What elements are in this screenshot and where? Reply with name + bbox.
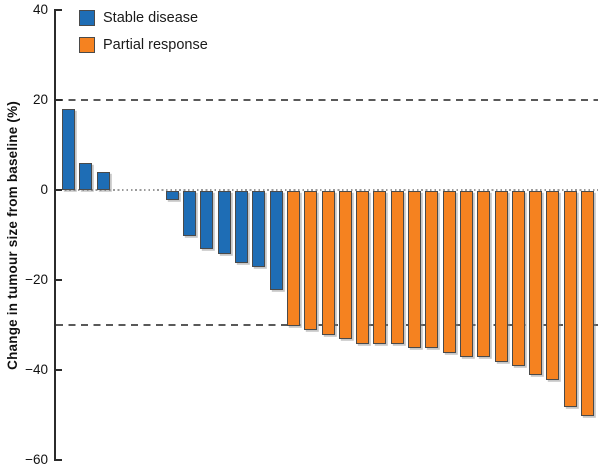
bar-25-partial	[477, 190, 490, 357]
legend-swatch-partial	[79, 36, 95, 53]
bar-29-partial	[546, 190, 559, 380]
y-axis-title: Change in tumour size from baseline (%)	[2, 0, 22, 470]
legend-label-partial: Partial response	[103, 36, 208, 53]
y-tick-mark	[56, 369, 62, 371]
legend-label-stable: Stable disease	[103, 9, 199, 26]
y-tick-mark	[56, 279, 62, 281]
bar-27-partial	[512, 190, 525, 366]
bar-1-stable	[62, 109, 75, 190]
bar-17-partial	[339, 190, 352, 339]
bar-7-stable	[166, 190, 179, 200]
bar-21-partial	[408, 190, 421, 348]
y-axis-line	[54, 9, 56, 461]
bar-8-stable	[183, 190, 196, 236]
y-tick-mark	[56, 99, 62, 101]
y-tick-mark	[56, 189, 62, 191]
bar-26-partial	[495, 190, 508, 362]
bar-16-partial	[322, 190, 335, 335]
y-axis-title-text: Change in tumour size from baseline (%)	[4, 100, 20, 370]
reference-line-dotted-at-0	[56, 189, 598, 191]
legend-swatch-stable	[79, 9, 95, 26]
y-tick-label: 40	[32, 2, 48, 17]
bar-24-partial	[460, 190, 473, 357]
bar-19-partial	[373, 190, 386, 344]
y-tick-label: 20	[32, 92, 48, 107]
legend: Stable disease Partial response	[79, 9, 208, 63]
y-tick-label: −40	[25, 362, 48, 377]
bar-14-partial	[287, 190, 300, 326]
bar-11-stable	[235, 190, 248, 263]
bar-2-stable	[79, 163, 92, 190]
y-tick-label: −60	[25, 452, 48, 467]
y-tick-label: 0	[40, 182, 48, 197]
reference-line-dashed-at-20	[56, 99, 598, 101]
bar-13-stable	[270, 190, 283, 290]
bar-30-partial	[564, 190, 577, 407]
y-tick-label: −20	[25, 272, 48, 287]
bar-18-partial	[356, 190, 369, 344]
legend-row-partial: Partial response	[79, 36, 208, 53]
bar-31-partial	[581, 190, 594, 416]
bar-28-partial	[529, 190, 542, 375]
bar-15-partial	[304, 190, 317, 330]
bar-9-stable	[200, 190, 213, 249]
legend-row-stable: Stable disease	[79, 9, 208, 26]
bar-3-stable	[97, 172, 110, 190]
bar-22-partial	[425, 190, 438, 348]
bar-20-partial	[391, 190, 404, 344]
y-tick-mark	[56, 9, 62, 11]
bar-12-stable	[252, 190, 265, 267]
bar-23-partial	[443, 190, 456, 353]
bar-10-stable	[218, 190, 231, 254]
y-tick-mark	[56, 459, 62, 461]
